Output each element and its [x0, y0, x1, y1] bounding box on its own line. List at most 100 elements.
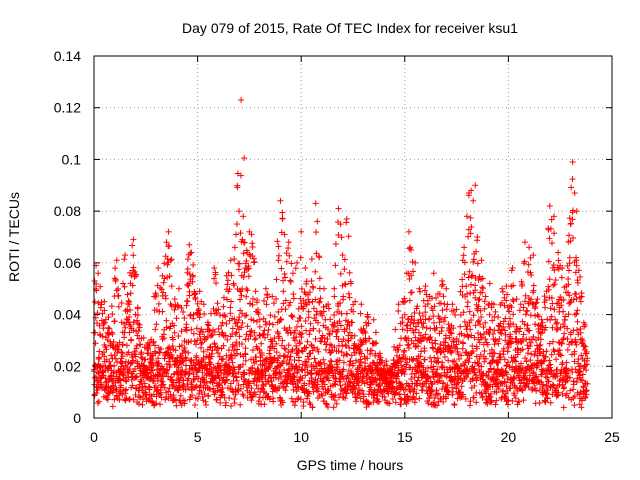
y-tick-label: 0.02 — [54, 358, 81, 374]
data-point — [95, 370, 102, 377]
data-point — [503, 283, 510, 290]
data-point — [132, 391, 139, 398]
data-point — [463, 213, 470, 220]
data-point — [395, 301, 402, 308]
data-point — [163, 317, 170, 324]
data-point — [144, 346, 151, 353]
data-point — [155, 300, 162, 307]
data-point — [155, 265, 162, 272]
data-point — [95, 398, 102, 405]
data-point — [125, 349, 132, 356]
data-point — [121, 256, 128, 263]
y-tick-label: 0.06 — [54, 255, 81, 271]
data-point — [153, 400, 160, 407]
data-point — [171, 322, 178, 329]
data-point — [109, 382, 116, 389]
data-point — [289, 270, 296, 277]
data-point — [163, 239, 170, 246]
data-point — [499, 285, 506, 292]
data-point — [96, 322, 103, 329]
data-point — [92, 329, 99, 336]
data-point — [112, 386, 119, 393]
data-point — [162, 295, 169, 302]
data-point — [95, 378, 102, 385]
data-point — [111, 318, 118, 325]
data-point — [343, 215, 350, 222]
data-point — [546, 202, 553, 209]
data-point — [119, 359, 126, 366]
data-point — [339, 252, 346, 259]
data-point — [159, 308, 166, 315]
data-point — [119, 391, 126, 398]
data-point — [115, 303, 122, 310]
data-point — [126, 396, 133, 403]
data-point — [159, 365, 166, 372]
data-point — [135, 327, 142, 334]
data-point — [127, 290, 134, 297]
data-point — [105, 330, 112, 337]
x-tick-label: 5 — [194, 429, 202, 445]
data-point — [236, 208, 243, 215]
data-point — [165, 228, 172, 235]
data-point — [238, 96, 245, 103]
data-point — [112, 265, 119, 272]
data-point — [569, 159, 576, 166]
x-tick-label: 20 — [501, 429, 517, 445]
data-point — [472, 182, 479, 189]
data-point — [439, 277, 446, 284]
data-point — [112, 355, 119, 362]
data-point — [155, 355, 162, 362]
data-point — [113, 257, 120, 264]
data-point — [117, 376, 124, 383]
data-point — [430, 270, 437, 277]
data-point — [138, 335, 145, 342]
data-point — [573, 208, 580, 215]
data-point — [312, 200, 319, 207]
data-point — [577, 298, 584, 305]
data-point — [160, 289, 167, 296]
data-point — [170, 336, 177, 343]
data-point — [153, 292, 160, 299]
data-point — [140, 362, 147, 369]
data-point — [453, 306, 460, 313]
data-point — [302, 265, 309, 272]
data-point — [113, 386, 120, 393]
data-point — [95, 270, 102, 277]
data-point — [96, 348, 103, 355]
data-point — [127, 307, 134, 314]
data-point — [91, 298, 98, 305]
data-point — [122, 390, 129, 397]
data-point — [486, 280, 493, 287]
data-point — [133, 373, 140, 380]
data-point — [478, 257, 485, 264]
data-point — [119, 349, 126, 356]
data-point — [126, 314, 133, 321]
data-point — [248, 231, 255, 238]
data-point — [97, 283, 104, 290]
data-point — [538, 316, 545, 323]
data-point — [165, 388, 172, 395]
data-point — [145, 397, 152, 404]
data-point — [110, 383, 117, 390]
data-point — [370, 316, 377, 323]
data-point — [152, 326, 159, 333]
data-point — [135, 393, 142, 400]
data-point — [126, 366, 133, 373]
data-point — [107, 388, 114, 395]
data-point — [200, 301, 207, 308]
data-point — [103, 346, 110, 353]
data-point — [153, 321, 160, 328]
data-point — [166, 344, 173, 351]
data-point — [128, 336, 135, 343]
data-point — [161, 275, 168, 282]
data-point — [160, 372, 167, 379]
data-point — [126, 298, 133, 305]
data-point — [130, 357, 137, 364]
data-point — [132, 353, 139, 360]
data-point — [358, 301, 365, 308]
data-point — [162, 396, 169, 403]
data-point — [161, 335, 168, 342]
data-point — [521, 239, 528, 246]
data-point — [107, 373, 114, 380]
data-point — [157, 389, 164, 396]
